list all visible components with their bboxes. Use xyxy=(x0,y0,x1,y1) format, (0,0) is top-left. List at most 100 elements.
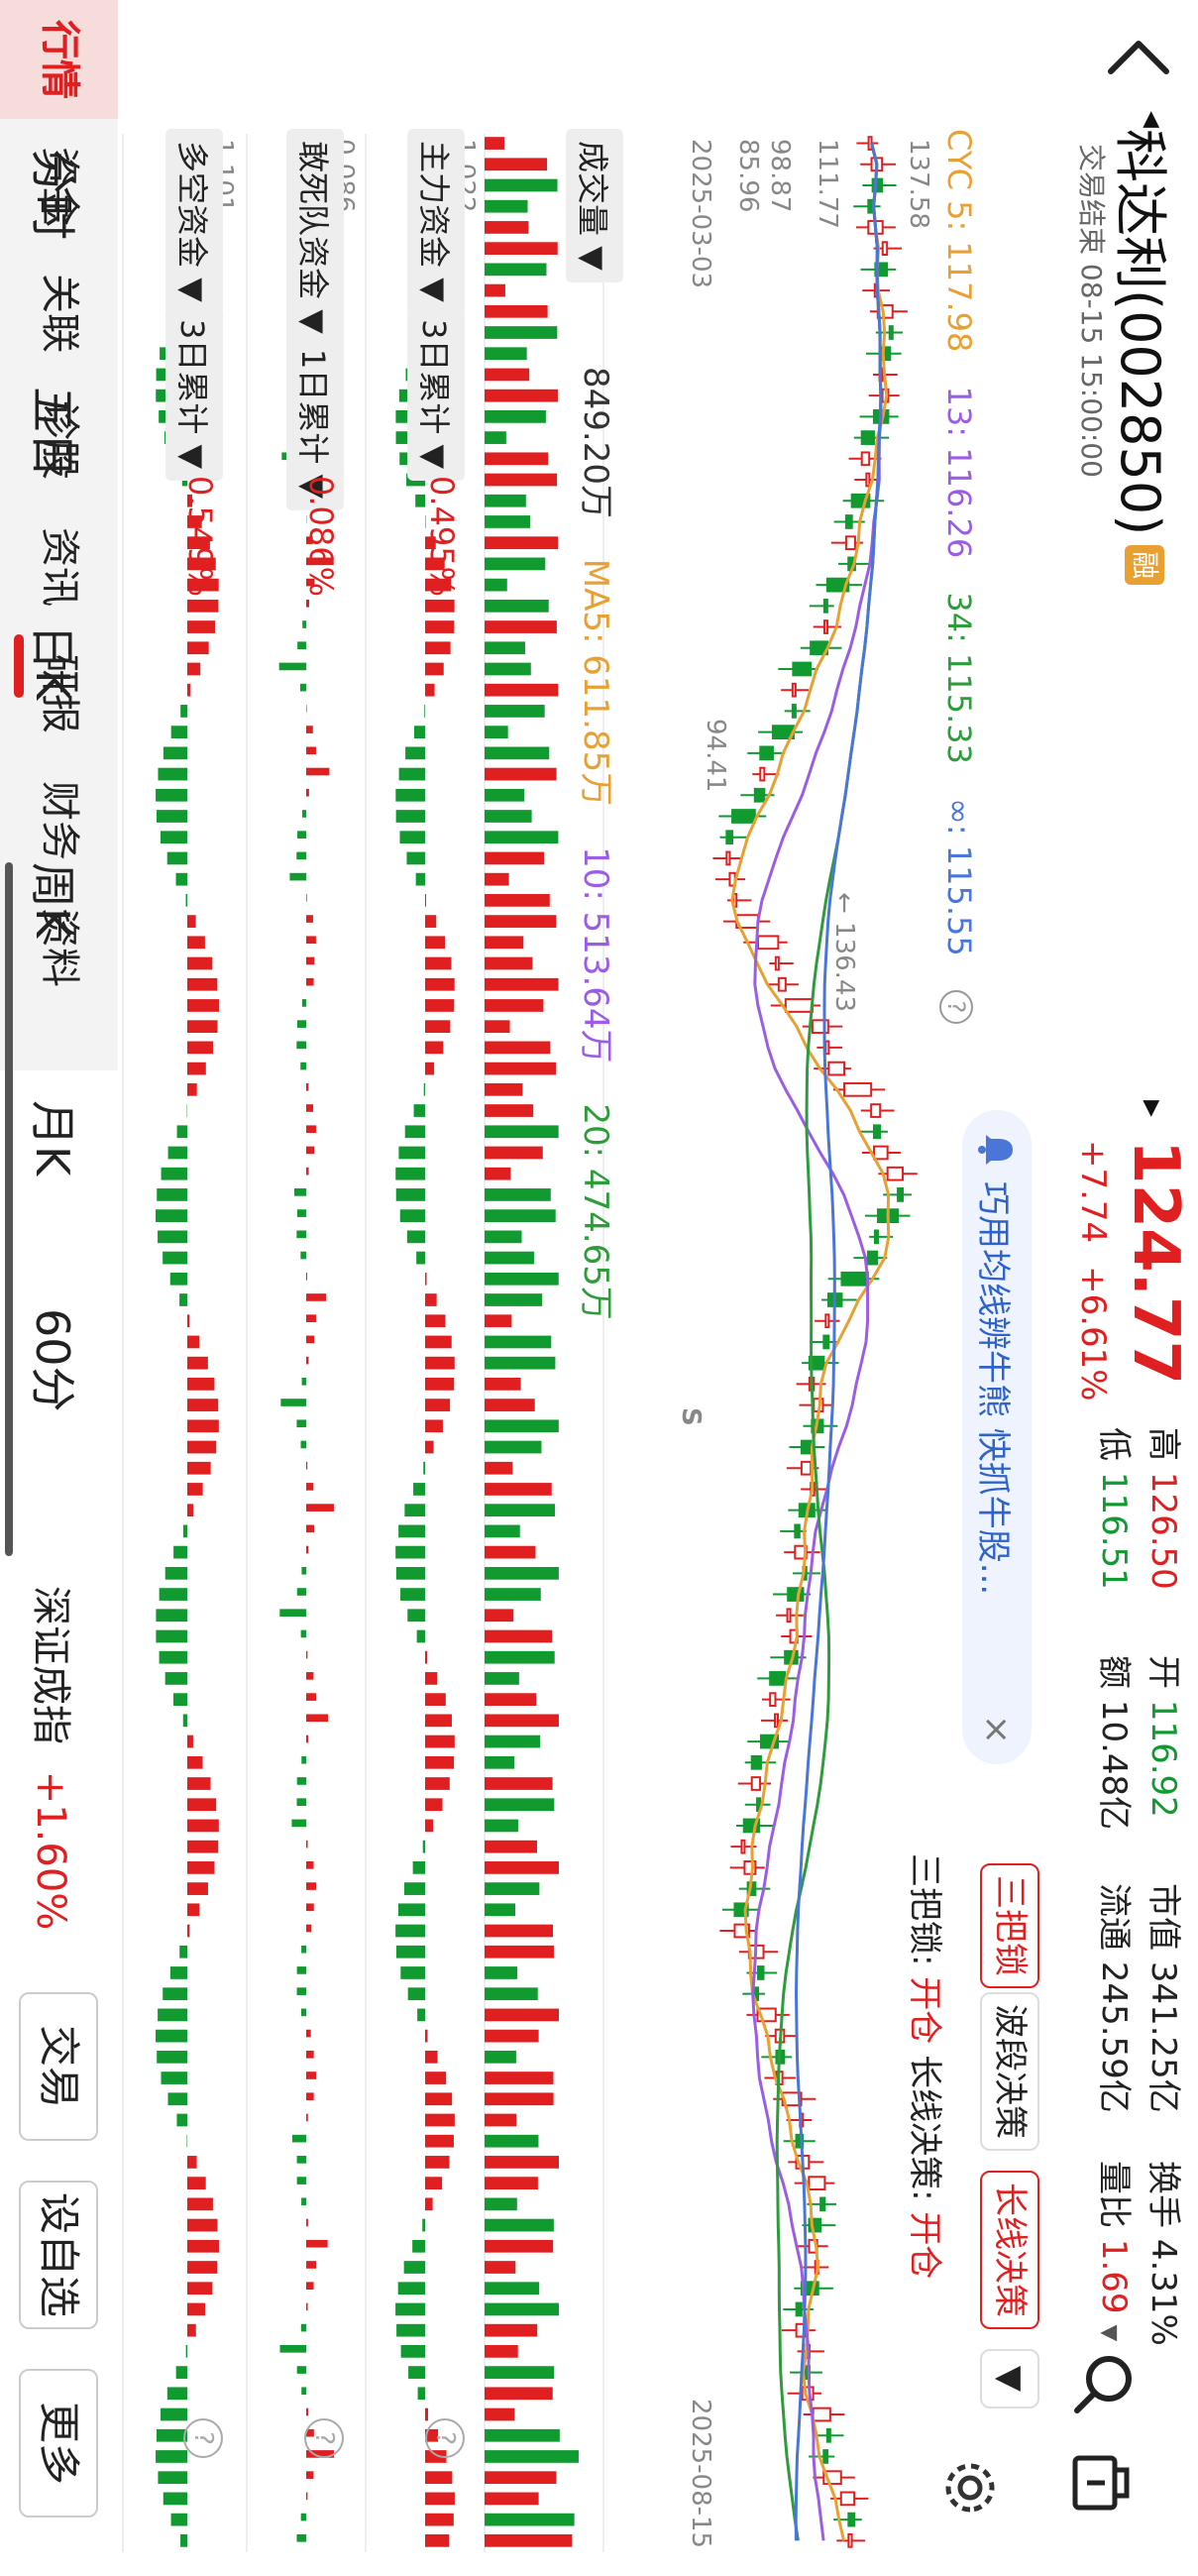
indicator-2-bar xyxy=(297,641,306,650)
indicator-2-help-icon[interactable]: ? xyxy=(304,2418,344,2458)
indicator-1-bar xyxy=(425,1272,427,1286)
period-tab-2[interactable]: 日K xyxy=(26,624,79,701)
more-button[interactable]: 更多 xyxy=(19,2369,98,2518)
volume-bar xyxy=(485,2113,517,2127)
indicator-1-bar xyxy=(396,2323,425,2337)
volume-bar xyxy=(484,705,545,718)
volume-bar xyxy=(485,178,558,192)
indicator-2-bar xyxy=(305,578,315,587)
period-tab-0[interactable]: 分时 xyxy=(26,149,79,240)
indicator-1-bar xyxy=(398,767,425,781)
volume-bar xyxy=(485,158,548,171)
indicator-1-period-text: 3日累计 xyxy=(415,319,453,435)
tips-banner[interactable]: 巧用均线辨牛熊 快抓牛股... × xyxy=(962,1110,1032,1764)
indicator-1-bar xyxy=(416,1251,425,1265)
high-mark-label: ← 136.43 xyxy=(829,892,859,1012)
volume-bar xyxy=(484,894,550,907)
volume-bar xyxy=(485,1840,537,1853)
candle-body xyxy=(822,1334,830,1350)
indicator-1-bar xyxy=(424,683,435,697)
price-max-label: 137.58 xyxy=(904,139,933,229)
indicator-3-bar xyxy=(156,1609,187,1623)
period-tab-4[interactable]: 月K xyxy=(26,1100,79,1176)
cycinf-line xyxy=(794,143,883,2541)
indicator-1-bar xyxy=(403,2261,425,2274)
indicator-2-bar xyxy=(291,2134,306,2143)
indicator-2-bar xyxy=(306,1840,308,1848)
indicator-1-bar xyxy=(425,2450,447,2463)
volume-bar xyxy=(485,368,530,382)
indicator-1-bar xyxy=(395,1566,425,1580)
indicator-1-bar xyxy=(416,1629,425,1643)
add-watchlist-button[interactable]: 设自选 xyxy=(19,2181,98,2329)
indicator-2-bar xyxy=(297,831,306,839)
nav-tab-0[interactable]: 行情 xyxy=(0,0,118,119)
indicator-1-bar xyxy=(424,1440,434,1454)
indicator-1-bar xyxy=(424,2197,433,2211)
indicator-1-bar xyxy=(395,810,425,823)
candle-body xyxy=(844,514,853,529)
index-ticker[interactable]: 深证成指 +1.60% xyxy=(26,1586,83,1930)
trade-button[interactable]: 交易 xyxy=(19,1992,98,2141)
indicator-2-bar xyxy=(301,1755,306,1764)
indicator-1-bar xyxy=(425,956,452,970)
low-mark-label: 94.41 xyxy=(701,719,730,792)
indicator-1-bar xyxy=(413,1483,425,1496)
vol-ma5: MA5: 611.85万 xyxy=(576,558,615,807)
indicator-2-bar xyxy=(278,662,306,671)
share-icon[interactable] xyxy=(1069,2448,1139,2518)
candle-body xyxy=(725,850,731,866)
indicator-3-bar xyxy=(167,2092,187,2106)
volume-bar xyxy=(484,936,524,950)
candle-body xyxy=(897,1187,905,1202)
volume-bar xyxy=(485,304,548,318)
candle-body xyxy=(794,1523,801,1539)
indicator-1-bar xyxy=(424,1020,451,1034)
volume-bar xyxy=(484,283,505,297)
nav-tab-2[interactable]: 关联 xyxy=(37,274,82,353)
volume-bar xyxy=(485,726,508,739)
candle-body xyxy=(839,2491,856,2507)
indicator-2-bar xyxy=(305,536,313,544)
horizontal-scrollbar[interactable] xyxy=(5,862,13,1556)
nav-tab-4[interactable]: 资讯 xyxy=(37,527,82,607)
indicator-2-bar xyxy=(300,1440,306,1449)
indicator-3-help-icon[interactable]: ? xyxy=(183,2418,223,2458)
search-icon[interactable] xyxy=(1069,2349,1139,2418)
indicator-3-period[interactable]: 3日累计 ▼ xyxy=(165,307,223,482)
indicator-2-bar xyxy=(306,1861,314,1869)
indicator-2-bar xyxy=(296,1230,306,1239)
indicator-2-bar xyxy=(306,1504,334,1512)
indicator-3-label[interactable]: 多空资金 ▼ xyxy=(165,129,223,314)
volume-bar xyxy=(485,746,550,760)
indicator-1-label[interactable]: 主力资金 ▼ xyxy=(407,129,465,314)
indicator-2-bar xyxy=(280,1399,306,1406)
period-tab-5[interactable]: 60分 xyxy=(26,1308,79,1412)
volume-bar xyxy=(485,1924,554,1938)
period-tab-1[interactable]: 五日 xyxy=(26,387,79,478)
indicator-2-label[interactable]: 敢死队资金 ▼ xyxy=(286,129,344,346)
back-button[interactable] xyxy=(1099,20,1178,99)
indicator-3-bar xyxy=(164,1566,187,1580)
indicator-1-help-icon[interactable]: ? xyxy=(425,2418,465,2458)
indicator-3-bar xyxy=(156,810,187,823)
period-tab-3[interactable]: 周K xyxy=(26,862,79,939)
indicator-3-bar xyxy=(187,1399,219,1411)
candle-body xyxy=(759,766,766,782)
indicator-1-period[interactable]: 3日累计 ▼ xyxy=(407,307,465,482)
indicator-3-bar xyxy=(175,2366,187,2379)
indicator-2-bar xyxy=(296,2177,306,2184)
volume-bar xyxy=(484,872,509,886)
indicator-3-bar xyxy=(186,1924,190,1938)
indicator-1-bar xyxy=(424,557,445,571)
volume-label[interactable]: 成交量 ▼ xyxy=(566,129,623,282)
candle-body xyxy=(791,704,797,719)
indicator-2-bar xyxy=(306,1314,316,1322)
indicator-1-bar xyxy=(424,1419,443,1433)
indicator-3-bar xyxy=(187,1440,217,1454)
volume-bar xyxy=(484,1524,520,1538)
volume-bar xyxy=(484,2239,554,2253)
gear-icon[interactable] xyxy=(940,2458,1000,2518)
indicator-2-bar xyxy=(301,2197,306,2206)
candle-body xyxy=(725,830,734,845)
